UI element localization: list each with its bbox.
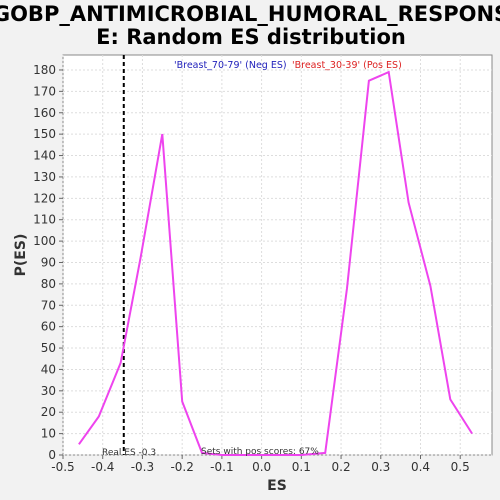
y-tick-label: 30 <box>41 384 56 398</box>
x-tick-label: 0.0 <box>252 460 271 474</box>
y-tick-label: 40 <box>41 362 56 376</box>
x-tick-label: 0.4 <box>411 460 430 474</box>
y-tick-label: 110 <box>33 213 56 227</box>
x-tick-label: 0.5 <box>451 460 470 474</box>
y-axis: 0 10 20 30 40 50 60 70 80 90 100 110 120 130 140 150 160… <box>33 63 63 462</box>
grid <box>62 55 492 456</box>
y-tick-label: 10 <box>41 427 56 441</box>
real-es-label: Real ES -0.3 <box>102 448 156 458</box>
x-tick-label: -0.1 <box>210 460 233 474</box>
x-tick-label: 0.1 <box>292 460 311 474</box>
y-axis-label: P(ES) <box>13 234 29 277</box>
y-tick-label: 140 <box>33 149 56 163</box>
y-tick-label: 130 <box>33 170 56 184</box>
y-tick-label: 70 <box>41 298 56 312</box>
x-tick-label: -0.2 <box>170 460 193 474</box>
y-tick-label: 100 <box>33 234 56 248</box>
series-line <box>78 70 473 456</box>
chart-title-line-1: GOBP_ANTIMICROBIAL_HUMORAL_RESPONS <box>0 2 500 26</box>
x-axis: -0.5 -0.4 -0.3 -0.2 -0.1 0.0 0.1 0.2 0.3 0.4 0.5 <box>51 455 470 474</box>
pos-scores-label: Sets with pos scores: 67% <box>201 447 319 457</box>
y-tick-label: 60 <box>41 320 56 334</box>
y-tick-label: 80 <box>41 277 56 291</box>
y-tick-label: 160 <box>33 106 56 120</box>
x-axis-label: ES <box>267 478 287 494</box>
y-tick-label: 90 <box>41 255 56 269</box>
y-tick-label: 20 <box>41 405 56 419</box>
plot-area <box>62 54 493 456</box>
y-tick-label: 0 <box>48 448 56 462</box>
y-tick-label: 150 <box>33 127 56 141</box>
x-tick-label: -0.4 <box>91 460 114 474</box>
x-tick-label: -0.3 <box>131 460 154 474</box>
x-tick-label: 0.2 <box>332 460 351 474</box>
chart-title-line-2: E: Random ES distribution <box>96 25 406 49</box>
legend-neg-es: 'Breast_70-79' (Neg ES) <box>174 60 287 71</box>
y-tick-label: 170 <box>33 84 56 98</box>
y-tick-label: 180 <box>33 63 56 77</box>
legend-pos-es: 'Breast_30-39' (Pos ES) <box>292 60 402 71</box>
y-tick-label: 50 <box>41 341 56 355</box>
x-tick-label: 0.3 <box>371 460 390 474</box>
y-tick-label: 120 <box>33 191 56 205</box>
x-tick-label: -0.5 <box>51 460 74 474</box>
